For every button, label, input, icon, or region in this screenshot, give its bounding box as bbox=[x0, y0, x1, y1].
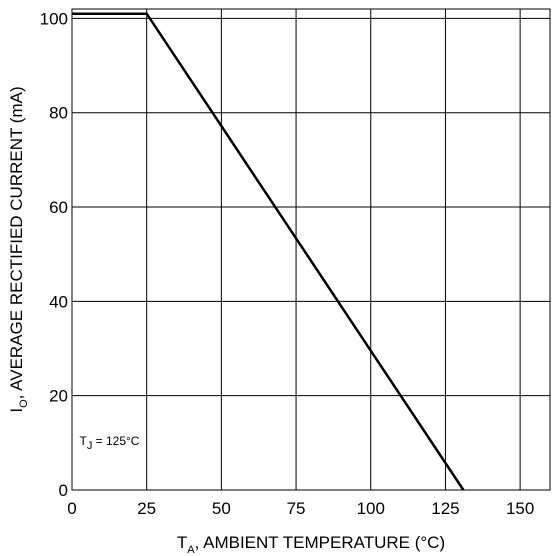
series-line-0 bbox=[72, 12, 465, 491]
x-tick-label: 25 bbox=[137, 499, 156, 518]
y-axis-title: IO, AVERAGE RECTIFIED CURRENT (mA) bbox=[7, 86, 30, 412]
annotation-sub: J bbox=[87, 440, 93, 452]
y-axis-title-sub: O bbox=[18, 399, 30, 408]
x-axis-title: TA, AMBIENT TEMPERATURE (°C) bbox=[177, 533, 445, 556]
y-tick-label: 100 bbox=[40, 9, 68, 28]
x-tick-label: 100 bbox=[357, 499, 385, 518]
y-tick-label: 20 bbox=[49, 387, 68, 406]
annotation-main: T bbox=[79, 434, 87, 448]
junction-temp-annotation: TJ = 125°C bbox=[79, 434, 139, 452]
y-tick-label: 60 bbox=[49, 198, 68, 217]
y-axis-title-main: I bbox=[7, 408, 26, 413]
x-tick-labels: 0 25 50 75 100 125 150 bbox=[67, 499, 534, 518]
annotation-rest: = 125°C bbox=[92, 434, 139, 448]
x-axis-title-sub: A bbox=[187, 544, 195, 556]
y-tick-label: 0 bbox=[59, 481, 68, 500]
x-tick-label: 150 bbox=[506, 499, 534, 518]
y-axis-title-rest: , AVERAGE RECTIFIED CURRENT (mA) bbox=[7, 86, 26, 399]
x-axis-title-main: T bbox=[177, 533, 187, 552]
plot-series bbox=[72, 12, 465, 491]
y-tick-label: 40 bbox=[49, 292, 68, 311]
x-axis-title-rest: , AMBIENT TEMPERATURE (°C) bbox=[195, 533, 446, 552]
x-tick-label: 50 bbox=[212, 499, 231, 518]
y-tick-label: 80 bbox=[49, 104, 68, 123]
x-tick-label: 0 bbox=[67, 499, 76, 518]
plot-frame bbox=[71, 8, 551, 491]
y-tick-labels: 0 20 40 60 80 100 bbox=[40, 9, 68, 500]
x-tick-label: 125 bbox=[431, 499, 459, 518]
x-tick-label: 75 bbox=[287, 499, 306, 518]
grid-lines bbox=[72, 9, 550, 490]
